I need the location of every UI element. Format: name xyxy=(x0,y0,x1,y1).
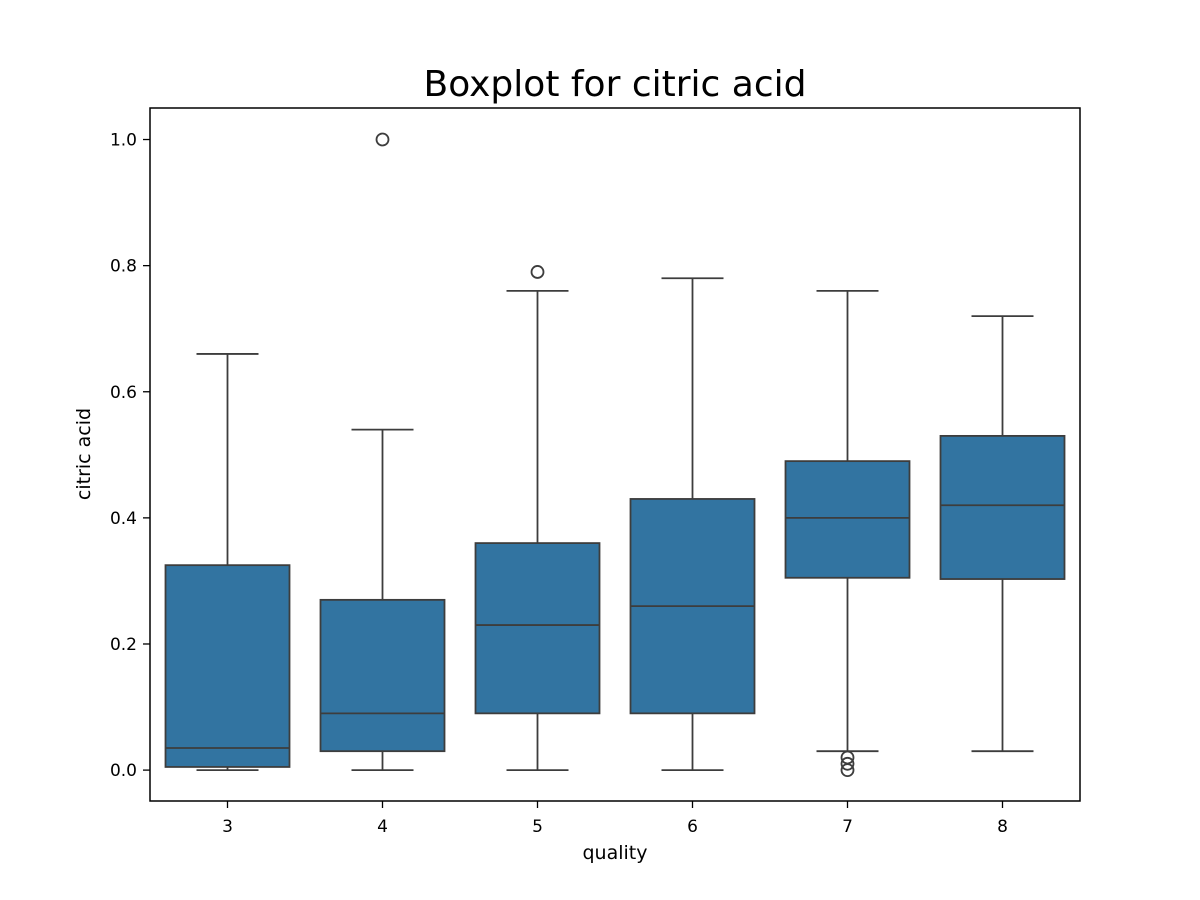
x-tick-label: 8 xyxy=(997,817,1008,837)
outlier-point xyxy=(840,756,855,771)
y-tick-label: 1.0 xyxy=(110,131,137,151)
box-iqr xyxy=(164,564,291,768)
box-group-7 xyxy=(784,289,911,778)
x-tick-label: 5 xyxy=(532,817,543,837)
box-iqr xyxy=(784,460,911,579)
outlier-point xyxy=(375,132,390,147)
x-tick-label: 7 xyxy=(842,817,853,837)
box-group-3 xyxy=(164,353,291,772)
axes: 3 4 5 6 7 8 0.0 0.2 0.4 0.6 0.8 1.0 xyxy=(110,131,1008,837)
x-axis-label: quality xyxy=(583,842,648,864)
x-tick-label: 6 xyxy=(687,817,698,837)
chart-title: Boxplot for citric acid xyxy=(424,64,807,105)
box-group-8 xyxy=(939,315,1066,753)
x-tick-label: 4 xyxy=(377,817,388,837)
box-iqr xyxy=(319,598,446,753)
box-group-6 xyxy=(629,277,756,772)
outlier-point xyxy=(530,265,545,279)
y-tick-label: 0.8 xyxy=(110,257,137,277)
box-group-4 xyxy=(319,132,446,772)
plot-frame xyxy=(149,107,1081,802)
y-tick-label: 0.6 xyxy=(110,383,137,403)
box-group-5 xyxy=(474,265,601,772)
outlier-point xyxy=(840,750,855,765)
y-tick-label: 0.4 xyxy=(110,509,137,529)
y-tick-label: 0.0 xyxy=(110,761,137,781)
box-iqr xyxy=(474,542,601,715)
plot-area xyxy=(164,132,1066,778)
x-tick-label: 3 xyxy=(222,817,233,837)
y-tick-label: 0.2 xyxy=(110,635,137,655)
y-axis-label: citric acid xyxy=(73,408,95,500)
box-iqr xyxy=(939,434,1066,580)
